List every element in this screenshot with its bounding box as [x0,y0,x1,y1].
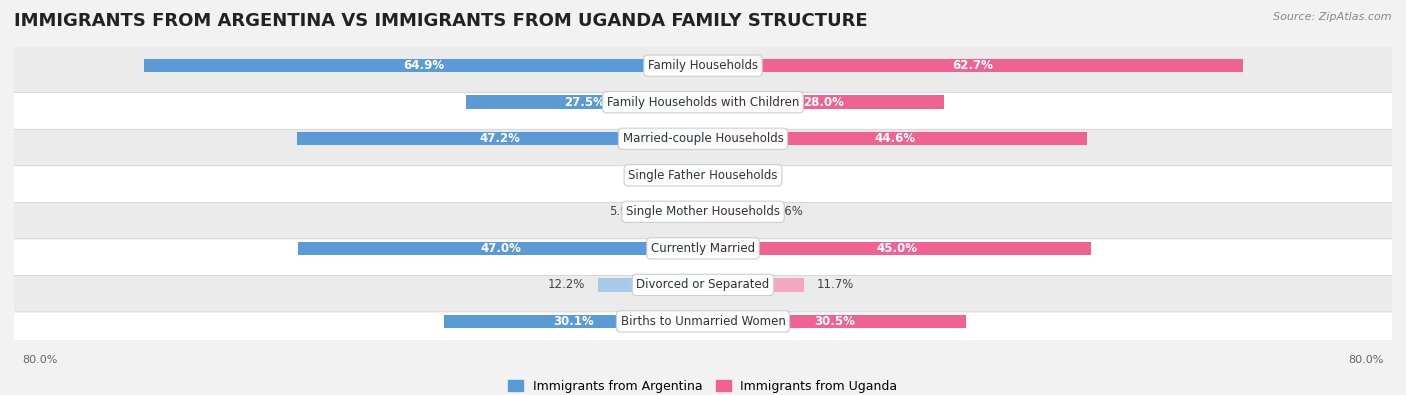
Text: Married-couple Households: Married-couple Households [623,132,783,145]
Text: 30.5%: 30.5% [814,315,855,328]
Bar [703,315,966,328]
Text: Divorced or Separated: Divorced or Separated [637,278,769,292]
FancyBboxPatch shape [11,221,1395,275]
Bar [598,278,703,292]
Text: 5.9%: 5.9% [610,205,640,218]
FancyBboxPatch shape [11,185,1395,239]
Text: 30.1%: 30.1% [553,315,593,328]
Text: 64.9%: 64.9% [404,59,444,72]
Text: 12.2%: 12.2% [548,278,585,292]
Text: IMMIGRANTS FROM ARGENTINA VS IMMIGRANTS FROM UGANDA FAMILY STRUCTURE: IMMIGRANTS FROM ARGENTINA VS IMMIGRANTS … [14,12,868,30]
Text: Single Mother Households: Single Mother Households [626,205,780,218]
Bar [703,242,1091,255]
Text: 28.0%: 28.0% [803,96,844,109]
Legend: Immigrants from Argentina, Immigrants from Uganda: Immigrants from Argentina, Immigrants fr… [503,375,903,395]
FancyBboxPatch shape [11,75,1395,129]
Text: 45.0%: 45.0% [876,242,917,255]
Bar [297,132,703,145]
Text: Single Father Households: Single Father Households [628,169,778,182]
Text: 47.2%: 47.2% [479,132,520,145]
Bar [467,96,703,109]
Text: 11.7%: 11.7% [817,278,853,292]
Bar [298,242,703,255]
FancyBboxPatch shape [11,39,1395,93]
Bar [703,132,1087,145]
Text: Births to Unmarried Women: Births to Unmarried Women [620,315,786,328]
Text: Family Households with Children: Family Households with Children [607,96,799,109]
Text: 62.7%: 62.7% [952,59,994,72]
Text: 44.6%: 44.6% [875,132,915,145]
Text: 2.2%: 2.2% [641,169,671,182]
FancyBboxPatch shape [11,294,1395,348]
Text: 47.0%: 47.0% [481,242,522,255]
Bar [703,278,804,292]
Bar [703,59,1243,72]
FancyBboxPatch shape [11,112,1395,166]
FancyBboxPatch shape [11,148,1395,202]
Text: Source: ZipAtlas.com: Source: ZipAtlas.com [1274,12,1392,22]
Text: Currently Married: Currently Married [651,242,755,255]
Text: 2.4%: 2.4% [737,169,766,182]
Text: Family Households: Family Households [648,59,758,72]
Text: 27.5%: 27.5% [564,96,605,109]
Bar [685,169,703,182]
Text: 80.0%: 80.0% [1348,355,1384,365]
Bar [444,315,703,328]
Bar [703,96,945,109]
Text: 6.6%: 6.6% [773,205,803,218]
Text: 80.0%: 80.0% [22,355,58,365]
Bar [652,205,703,218]
Bar [703,205,759,218]
Bar [703,169,724,182]
FancyBboxPatch shape [11,258,1395,312]
Bar [143,59,703,72]
